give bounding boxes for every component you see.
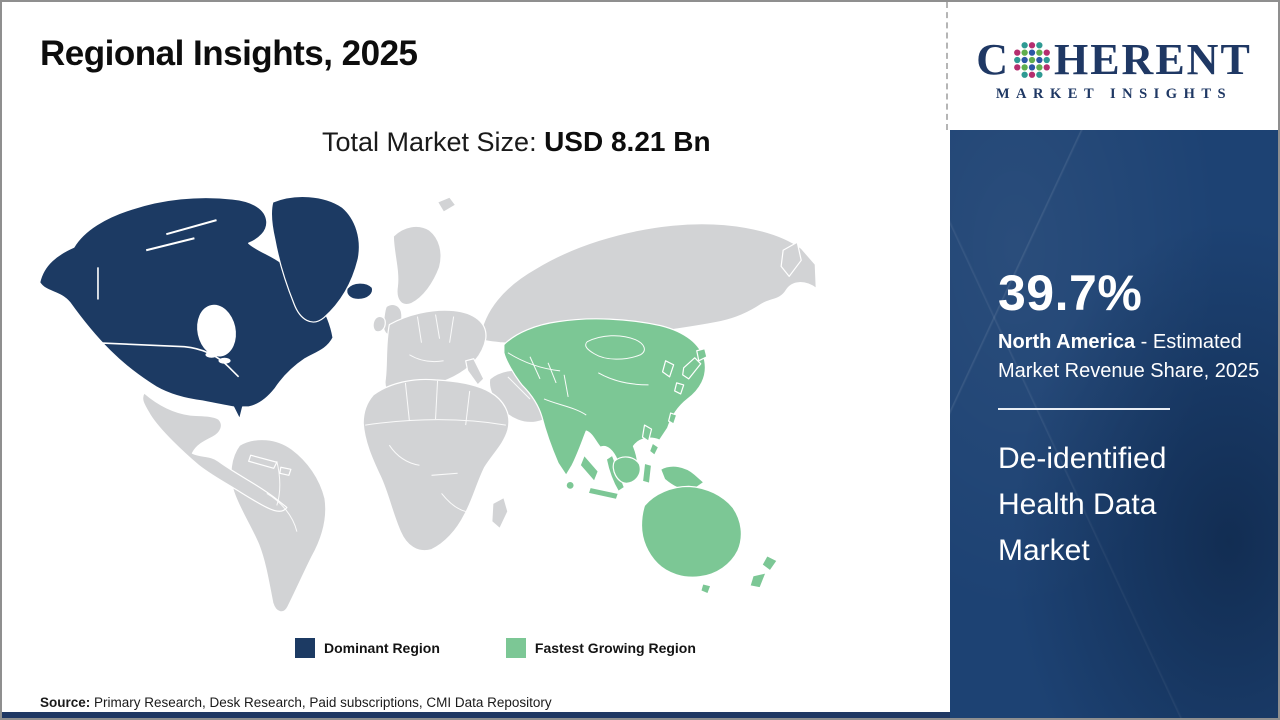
country-new-zealand-north: [761, 555, 778, 572]
country-borders: [266, 314, 531, 532]
country-japan-kyushu: [674, 382, 685, 395]
source-text: Primary Research, Desk Research, Paid su…: [90, 695, 552, 710]
island-sulawesi: [641, 462, 653, 484]
country-greenland: [270, 195, 360, 323]
map-legend: Dominant Region Fastest Growing Region: [295, 638, 696, 658]
market-share-region: North America: [998, 331, 1136, 353]
world-map-svg: [39, 195, 817, 613]
total-market-size-value: USD 8.21 Bn: [544, 126, 711, 157]
country-japan-hokkaido: [696, 348, 708, 362]
market-name: De-identified Health Data Market: [998, 442, 1167, 567]
legend-swatch-fastest-growing: [505, 638, 526, 658]
highlight-sidebar: 39.7% North America - Estimated Market R…: [950, 130, 1278, 718]
country-australia: [640, 485, 742, 578]
country-iceland: [346, 282, 374, 301]
brand-tagline: MARKET INSIGHTS: [995, 85, 1233, 102]
brand-name: C HERENT: [976, 34, 1252, 84]
region-rest-of-world: [141, 196, 817, 613]
island-tasmania: [700, 583, 712, 595]
brand-name-c: C: [976, 34, 1010, 84]
sidebar-content: 39.7% North America - Estimated Market R…: [950, 130, 1278, 574]
country-madagascar: [491, 496, 509, 530]
globe-dots-icon: [1014, 41, 1050, 78]
country-korea: [661, 360, 675, 378]
asia-country-borders: [507, 335, 649, 416]
island-java: [587, 486, 619, 501]
region-mexico-central-america: [141, 392, 288, 512]
region-europe: [384, 309, 487, 396]
market-share-description: North America - Estimated Market Revenue…: [998, 328, 1270, 386]
total-market-size-label: Total Market Size:: [322, 127, 545, 157]
north-america-details: [93, 219, 240, 378]
region-asia-pacific: [503, 318, 778, 595]
source-line: Source: Primary Research, Desk Research,…: [40, 695, 552, 710]
country-japan-honshu: [682, 357, 702, 380]
legend-label-dominant: Dominant Region: [324, 640, 440, 656]
island-new-guinea: [659, 465, 705, 491]
country-cuba: [248, 454, 278, 469]
region-north-america: [39, 195, 374, 420]
logo-divider-dashed: [946, 2, 948, 130]
region-scandinavia: [392, 225, 442, 306]
legend-swatch-dominant: [295, 638, 315, 658]
legend-item-fastest-growing: Fastest Growing Region: [505, 638, 696, 658]
country-kamchatka: [780, 241, 802, 277]
region-south-america: [230, 438, 327, 613]
island-borneo: [612, 456, 641, 484]
market-share-rest: - Estimated Market Revenue Share, 2025: [998, 331, 1260, 382]
country-ireland: [372, 315, 386, 333]
island-sumatra: [579, 454, 599, 482]
islands-philippines-2: [648, 442, 660, 456]
region-asia-mainland: [503, 318, 707, 476]
source-label: Source:: [40, 695, 91, 710]
legend-label-fastest-growing: Fastest Growing Region: [534, 640, 696, 656]
main-content-area: Regional Insights, 2025 Total Market Siz…: [2, 2, 950, 718]
brand-name-rest: HERENT: [1053, 34, 1252, 84]
country-sri-lanka: [565, 480, 575, 490]
brand-logo: C HERENT MARKET INSIGHTS: [950, 2, 1278, 130]
country-italy: [465, 358, 485, 386]
island-taiwan: [668, 412, 678, 425]
region-africa: [362, 378, 510, 552]
country-usa-canada: [39, 196, 334, 420]
legend-item-dominant: Dominant Region: [295, 638, 440, 658]
bottom-accent-bar: [2, 712, 950, 718]
page-title: Regional Insights, 2025: [40, 34, 418, 73]
sidebar-divider-line: [998, 408, 1170, 410]
market-share-value: 39.7%: [998, 265, 1143, 321]
world-map: [35, 192, 820, 624]
islands-svalbard: [436, 196, 457, 213]
islands-philippines: [641, 424, 653, 442]
island-hispaniola: [279, 466, 292, 476]
total-market-size: Total Market Size: USD 8.21 Bn: [322, 126, 711, 158]
country-new-zealand-south: [749, 572, 767, 589]
